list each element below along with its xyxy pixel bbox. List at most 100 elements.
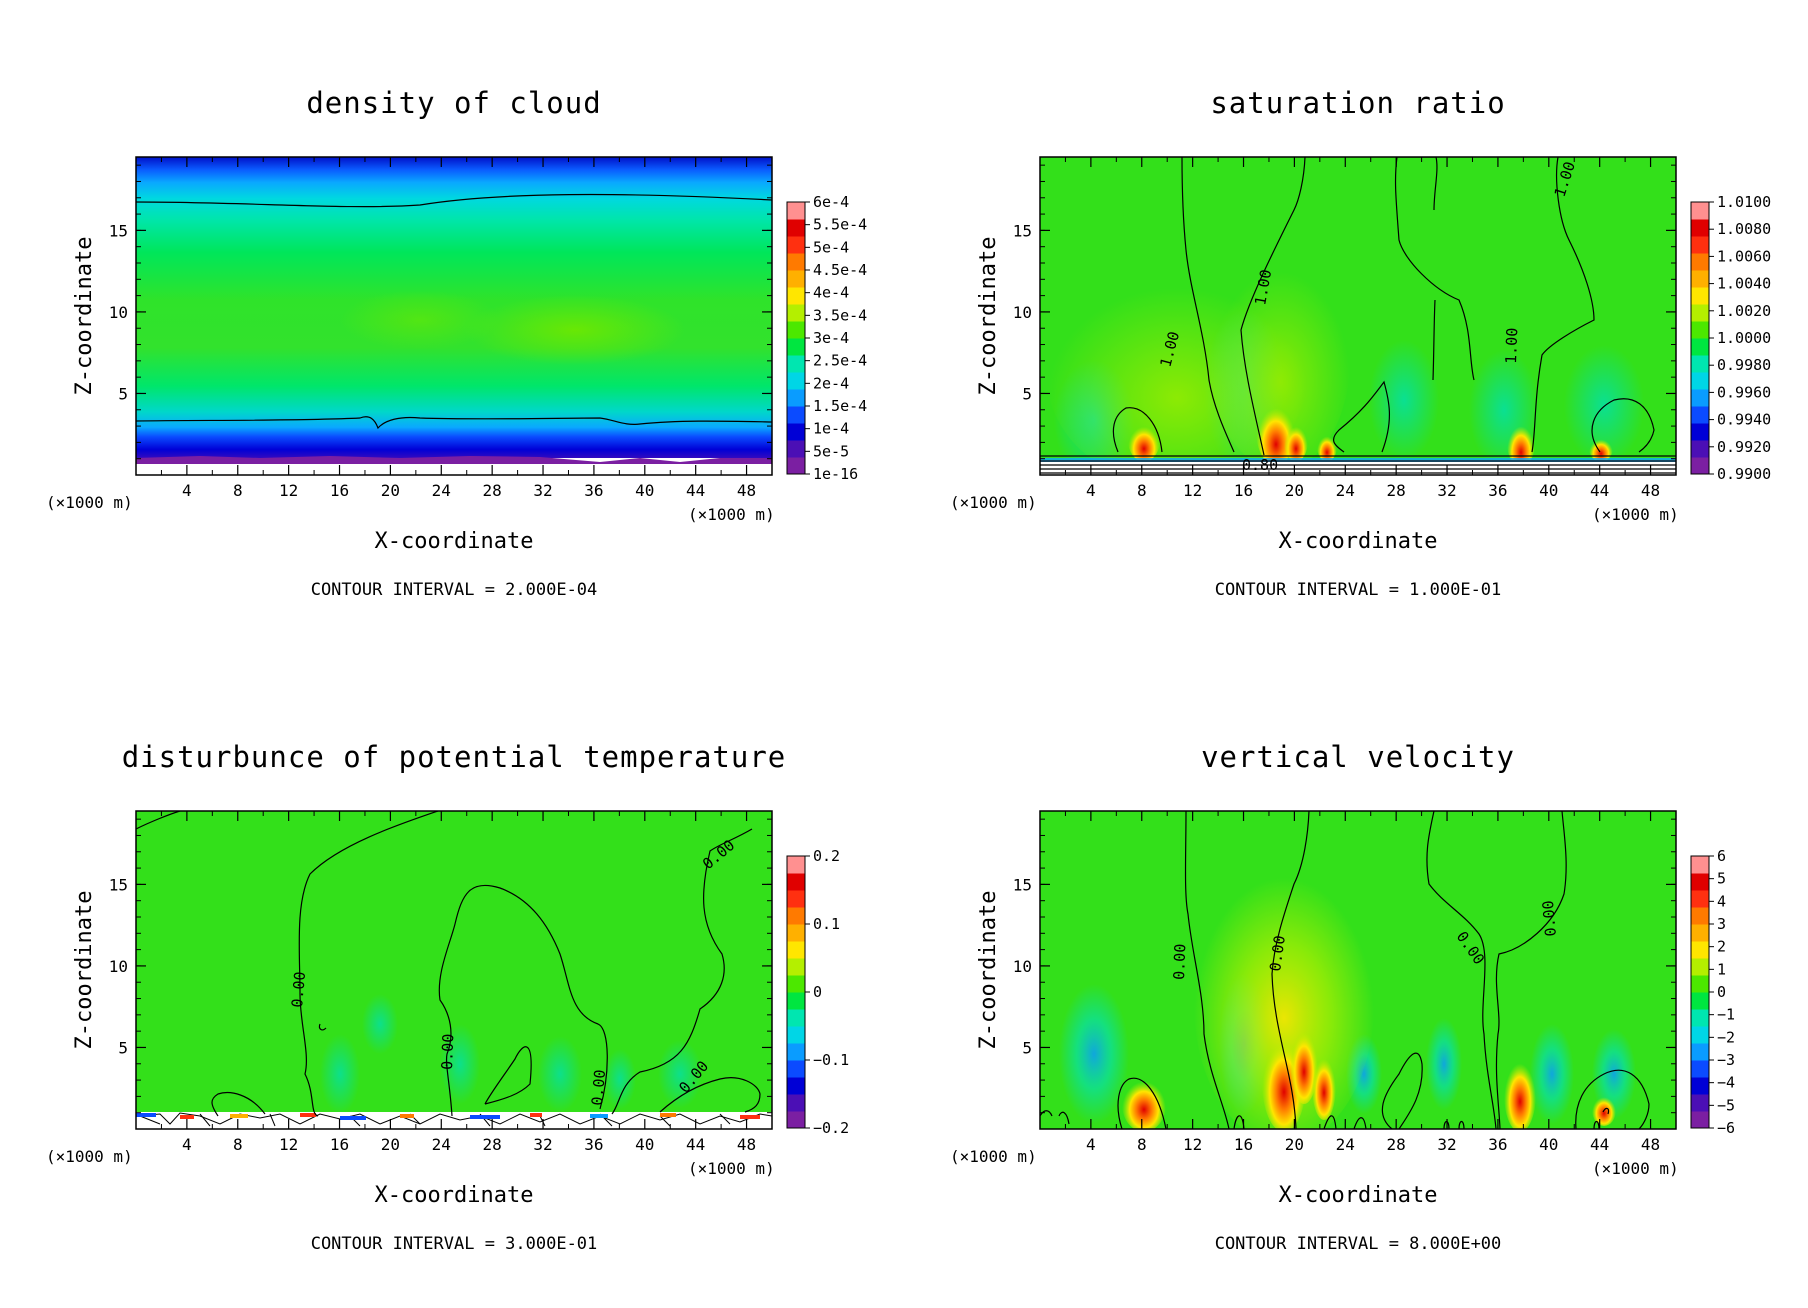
colorbar-label: 4.5e-4 (813, 261, 867, 279)
colorbar-label: 0.9940 (1717, 411, 1771, 429)
colorbar-swatch (787, 890, 805, 908)
saturation-x-unit-left: (×1000 m) (950, 493, 1037, 512)
x-tick-label: 12 (279, 481, 298, 500)
theta-field: 0.00 0.00 0.00 0.00 0.00 (136, 811, 772, 1129)
velocity-contour-interval: CONTOUR INTERVAL = 8.000E+00 (1215, 1234, 1502, 1254)
saturation-plot-frame (1039, 156, 1677, 476)
colorbar-swatch (787, 1111, 805, 1129)
x-tick-label: 48 (737, 481, 756, 500)
panel-vertical-velocity: 0.00 0.00 0.00 0.00 vertical velocity Z-… (904, 654, 1808, 1308)
colorbar-swatch (1691, 873, 1709, 891)
x-tick-label: 36 (1488, 1135, 1507, 1154)
colorbar-label: 6e-4 (813, 193, 849, 211)
colorbar-swatch (1691, 907, 1709, 925)
x-tick-label: 12 (1183, 1135, 1202, 1154)
colorbar-label: 1e-16 (813, 465, 858, 483)
x-tick-label: 4 (182, 481, 192, 500)
colorbar-label: 0.9900 (1717, 465, 1771, 483)
colorbar-label: 0 (1717, 983, 1726, 1001)
colorbar-label: 0.9980 (1717, 356, 1771, 374)
colorbar-label: −0.2 (813, 1119, 849, 1137)
x-tick-label: 48 (1641, 481, 1660, 500)
colorbar-swatch (1691, 1026, 1709, 1044)
colorbar-swatch (1691, 253, 1709, 271)
x-tick-label: 16 (1234, 1135, 1253, 1154)
colorbar-label: −4 (1717, 1074, 1735, 1092)
density-chart: density of cloud Z-coordinate X-coordina… (46, 86, 867, 600)
y-tick-label: 15 (1013, 875, 1032, 894)
velocity-chart: 0.00 0.00 0.00 0.00 vertical velocity Z-… (950, 740, 1735, 1254)
saturation-colorbar: 1.0100 1.0080 1.0060 1.0040 1.0020 1.0000 0.99… (1690, 193, 1771, 483)
colorbar-swatch (787, 457, 805, 475)
colorbar-swatch (1691, 270, 1709, 288)
velocity-x-unit-right: (×1000 m) (1592, 1159, 1679, 1178)
x-tick-label: 32 (533, 1135, 552, 1154)
velocity-field: 0.00 0.00 0.00 0.00 (1040, 811, 1676, 1129)
colorbar-swatch (787, 907, 805, 925)
colorbar-swatch (1691, 941, 1709, 959)
x-tick-label: 20 (381, 481, 400, 500)
velocity-plot-frame (1039, 810, 1677, 1130)
velocity-contour-label: 0.00 (1266, 934, 1289, 972)
colorbar-label: 1.5e-4 (813, 397, 867, 415)
colorbar-swatch (1691, 1077, 1709, 1095)
colorbar-swatch (787, 992, 805, 1010)
colorbar-swatch (1691, 1043, 1709, 1061)
colorbar-label: 1 (1717, 960, 1726, 978)
x-tick-label: 48 (1641, 1135, 1660, 1154)
density-contour-interval: CONTOUR INTERVAL = 2.000E-04 (311, 580, 598, 600)
x-tick-label: 36 (584, 481, 603, 500)
velocity-yticks: 5 10 15 (1013, 818, 1676, 1114)
theta-contour-interval: CONTOUR INTERVAL = 3.000E-01 (311, 1234, 598, 1254)
theta-contour-label: 0.00 (438, 1033, 457, 1070)
theta-contour-label: 0.00 (588, 1069, 609, 1107)
velocity-ylabel: Z-coordinate (976, 891, 1001, 1050)
colorbar-label: 1.0020 (1717, 302, 1771, 320)
colorbar-swatch (1691, 304, 1709, 322)
colorbar-swatch (1691, 321, 1709, 339)
colorbar-swatch (1691, 1111, 1709, 1129)
colorbar-swatch (787, 924, 805, 942)
colorbar-label: −0.1 (813, 1051, 849, 1069)
y-tick-label: 5 (118, 384, 128, 403)
colorbar-swatch (787, 975, 805, 993)
colorbar-label: 3 (1717, 915, 1726, 933)
colorbar-label: 3e-4 (813, 329, 849, 347)
velocity-colorbar: 6 5 4 3 2 1 0 −1 −2 −3 −4 −5 −6 (1690, 847, 1735, 1137)
x-tick-label: 44 (686, 1135, 705, 1154)
theta-contour-label: 0.00 (288, 971, 309, 1009)
colorbar-swatch (1691, 440, 1709, 458)
colorbar-swatch (1691, 975, 1709, 993)
saturation-field: 1.00 1.00 1.00 1.00 0.80 (1040, 157, 1676, 475)
colorbar-swatch (787, 253, 805, 271)
theta-x-unit-right: (×1000 m) (688, 1159, 775, 1178)
x-tick-label: 44 (1590, 481, 1609, 500)
x-tick-label: 4 (1086, 481, 1096, 500)
panel-potential-temperature: 0.00 0.00 0.00 0.00 0.00 disturbunce of … (0, 654, 904, 1308)
theta-yticks: 5 10 15 (109, 818, 772, 1114)
colorbar-swatch (787, 1026, 805, 1044)
colorbar-swatch (787, 1043, 805, 1061)
colorbar-label: −3 (1717, 1051, 1735, 1069)
colorbar-swatch (1691, 890, 1709, 908)
saturation-contour-label: 1.00 (1502, 327, 1521, 364)
saturation-title: saturation ratio (1210, 86, 1505, 120)
colorbar-swatch (787, 941, 805, 959)
velocity-xlabel: X-coordinate (1279, 1183, 1438, 1208)
colorbar-label: 1e-4 (813, 420, 849, 438)
colorbar-swatch (1691, 1009, 1709, 1027)
colorbar-label: 0.1 (813, 915, 840, 933)
colorbar-label: 6 (1717, 847, 1726, 865)
colorbar-label: 3.5e-4 (813, 306, 867, 324)
y-tick-label: 10 (109, 303, 128, 322)
colorbar-label: 1.0060 (1717, 247, 1771, 265)
x-tick-label: 24 (1336, 481, 1355, 500)
density-contour-bottom (136, 416, 772, 430)
colorbar-label: 0.9960 (1717, 383, 1771, 401)
colorbar-label: 2 (1717, 938, 1726, 956)
x-tick-label: 44 (1590, 1135, 1609, 1154)
density-x-unit-left: (×1000 m) (46, 493, 133, 512)
colorbar-swatch (1691, 338, 1709, 356)
theta-x-unit-left: (×1000 m) (46, 1147, 133, 1166)
colorbar-label: 1.0100 (1717, 193, 1771, 211)
